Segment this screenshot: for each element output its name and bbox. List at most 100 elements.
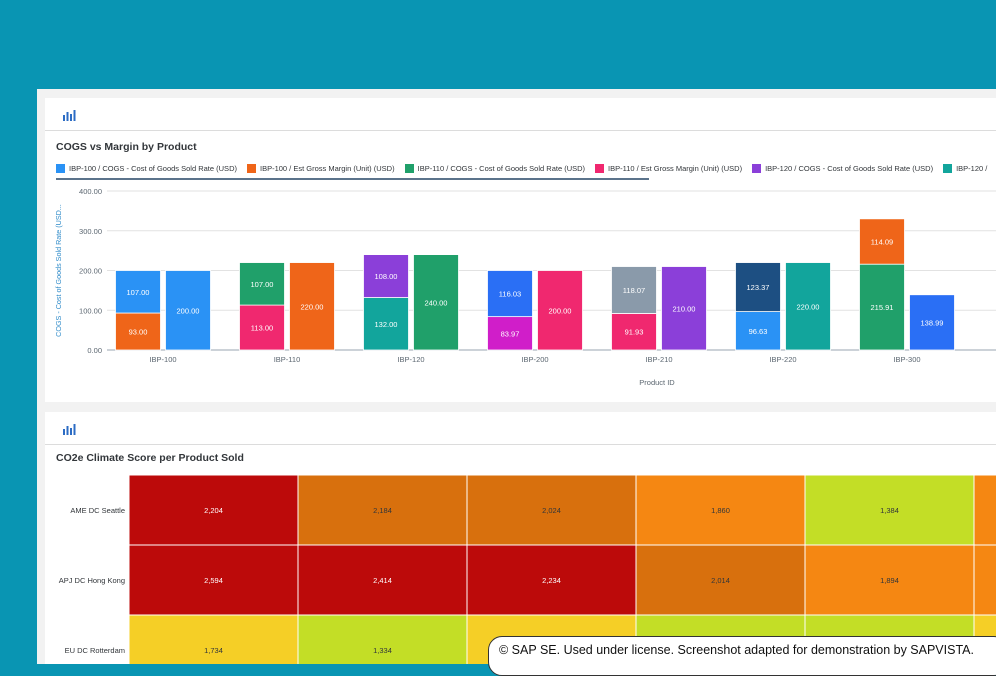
bar-segment[interactable] xyxy=(413,254,459,351)
bar-data-label: 91.93 xyxy=(625,328,644,337)
heatmap-cell-label: 2,184 xyxy=(373,506,392,515)
bar-data-label: 107.00 xyxy=(251,280,274,289)
legend-scrollbar[interactable] xyxy=(56,178,649,180)
heatmap-cell[interactable] xyxy=(973,475,996,546)
legend-label: IBP-100 / COGS - Cost of Goods Sold Rate… xyxy=(69,164,237,173)
heatmap-cell[interactable] xyxy=(635,475,806,546)
x-tick-label: IBP-300 xyxy=(893,355,920,364)
bar-data-label: 220.00 xyxy=(797,302,820,311)
heatmap-cell[interactable] xyxy=(973,544,996,616)
dashboard-panel: COGS vs Margin by Product IBP-100 / COGS… xyxy=(37,89,996,664)
bar-data-label: 123.37 xyxy=(747,283,770,292)
legend-item[interactable]: IBP-120 / COGS - Cost of Goods Sold Rate… xyxy=(752,164,933,173)
bar-segment[interactable] xyxy=(611,266,657,314)
chart-toolbar xyxy=(45,98,996,131)
cogs-bar-chart: 0.00 100.00 200.00 300.00 400.00 COGS - Cost … xyxy=(54,187,996,387)
heatmap-title: CO2e Climate Score per Product Sold xyxy=(56,452,244,464)
heatmap-cell[interactable] xyxy=(128,544,299,616)
y-tick-label: 300.00 xyxy=(79,227,102,236)
legend-label: IBP-110 / COGS - Cost of Goods Sold Rate… xyxy=(417,164,586,173)
chart-legend: IBP-100 / COGS - Cost of Goods Sold Rate… xyxy=(56,164,996,176)
bar-segment[interactable] xyxy=(289,262,335,351)
bar-segment[interactable] xyxy=(115,312,161,351)
heatmap-cell-label: 2,024 xyxy=(542,506,561,515)
bar-segment[interactable] xyxy=(785,262,831,351)
bar-data-label: 240.00 xyxy=(425,298,448,307)
bar-segment[interactable] xyxy=(363,297,409,351)
heatmap-cell-label: 1,384 xyxy=(880,506,899,515)
bar-segment[interactable] xyxy=(537,270,583,351)
heatmap-cell[interactable] xyxy=(804,544,975,616)
x-tick-label: IBP-120 xyxy=(397,355,424,364)
legend-label: IBP-120 / xyxy=(956,164,988,173)
legend-label: IBP-120 / COGS - Cost of Goods Sold Rate… xyxy=(765,164,934,173)
bar-segment[interactable] xyxy=(363,254,409,298)
legend-label: IBP-110 / Est Gross Margin (Unit) (USD) xyxy=(608,164,743,173)
bar-data-label: 107.00 xyxy=(127,288,150,297)
bar-segment[interactable] xyxy=(909,294,955,351)
bar-chart-icon[interactable] xyxy=(63,422,76,440)
x-tick-label: IBP-200 xyxy=(521,355,548,364)
bar-segment[interactable] xyxy=(239,262,285,306)
heatmap-cell[interactable] xyxy=(128,475,299,546)
y-axis-title: COGS - Cost of Goods Sold Rate (USD... xyxy=(54,204,63,337)
heatmap-cell-label: 2,414 xyxy=(373,576,392,585)
heatmap-cell-label: 1,734 xyxy=(204,646,223,655)
legend-item[interactable]: IBP-100 / COGS - Cost of Goods Sold Rate… xyxy=(56,164,237,173)
bar-data-label: 132.00 xyxy=(375,320,398,329)
heatmap-row-label: AME DC Seattle xyxy=(70,506,125,515)
bar-data-label: 220.00 xyxy=(301,302,324,311)
co2-heatmap-card: CO2e Climate Score per Product Sold AME … xyxy=(45,412,996,664)
bar-segment[interactable] xyxy=(735,311,781,351)
bar-data-label: 113.00 xyxy=(251,324,273,333)
bar-data-label: 138.99 xyxy=(921,318,944,327)
chart-title: COGS vs Margin by Product xyxy=(56,141,197,153)
heatmap-cell-label: 2,594 xyxy=(204,576,223,585)
legend-item[interactable]: IBP-120 / xyxy=(943,164,987,173)
y-tick-label: 400.00 xyxy=(79,187,102,196)
bar-data-label: 96.63 xyxy=(749,327,768,336)
bar-data-label: 93.00 xyxy=(129,328,148,337)
heatmap-cell-label: 1,860 xyxy=(711,506,730,515)
legend-swatch xyxy=(595,164,605,173)
legend-label: IBP-100 / Est Gross Margin (Unit) (USD) xyxy=(259,164,395,173)
legend-item[interactable]: IBP-110 / Est Gross Margin (Unit) (USD) xyxy=(595,164,742,173)
heatmap-cell-label: 2,204 xyxy=(204,506,223,515)
bar-data-label: 114.09 xyxy=(871,238,893,247)
heatmap-cell[interactable] xyxy=(804,475,975,546)
bar-data-label: 83.97 xyxy=(501,329,520,338)
bar-segment[interactable] xyxy=(487,316,533,351)
legend-item[interactable]: IBP-100 / Est Gross Margin (Unit) (USD) xyxy=(246,164,395,173)
bar-data-label: 215.91 xyxy=(871,303,894,312)
x-axis-title: Product ID xyxy=(639,378,675,387)
cogs-chart-card: COGS vs Margin by Product IBP-100 / COGS… xyxy=(45,98,996,402)
bar-segment[interactable] xyxy=(735,262,781,312)
bar-segment[interactable] xyxy=(487,270,533,318)
copyright-footer: © SAP SE. Used under license. Screenshot… xyxy=(488,636,996,676)
heatmap-cell-label: 1,334 xyxy=(373,646,392,655)
bar-segment[interactable] xyxy=(859,263,905,351)
x-tick-label: IBP-210 xyxy=(645,355,672,364)
heatmap-cell-label: 1,894 xyxy=(880,576,899,585)
bar-data-label: 210.00 xyxy=(673,304,696,313)
x-tick-label: IBP-100 xyxy=(149,355,176,364)
x-tick-label: IBP-220 xyxy=(769,355,796,364)
legend-item[interactable]: IBP-110 / COGS - Cost of Goods Sold Rate… xyxy=(404,164,586,173)
bar-data-label: 108.00 xyxy=(375,272,398,281)
bar-segment[interactable] xyxy=(661,266,707,351)
bar-segment[interactable] xyxy=(859,218,905,265)
heatmap-toolbar xyxy=(45,412,996,445)
heatmap-cell[interactable] xyxy=(128,614,299,664)
bar-data-label: 116.03 xyxy=(499,290,521,299)
bar-segment[interactable] xyxy=(115,270,161,314)
x-tick-label: IBP-110 xyxy=(274,355,301,364)
bar-segment[interactable] xyxy=(611,313,657,351)
bar-chart-icon[interactable] xyxy=(63,108,76,126)
heatmap-row-label: APJ DC Hong Kong xyxy=(59,576,125,585)
heatmap-row-label: EU DC Rotterdam xyxy=(65,646,125,655)
bar-data-label: 118.07 xyxy=(623,286,645,295)
heatmap-cell[interactable] xyxy=(297,614,468,664)
y-tick-label: 0.00 xyxy=(87,346,102,355)
bar-segment[interactable] xyxy=(165,270,211,351)
heatmap-cell-label: 2,234 xyxy=(542,576,561,585)
